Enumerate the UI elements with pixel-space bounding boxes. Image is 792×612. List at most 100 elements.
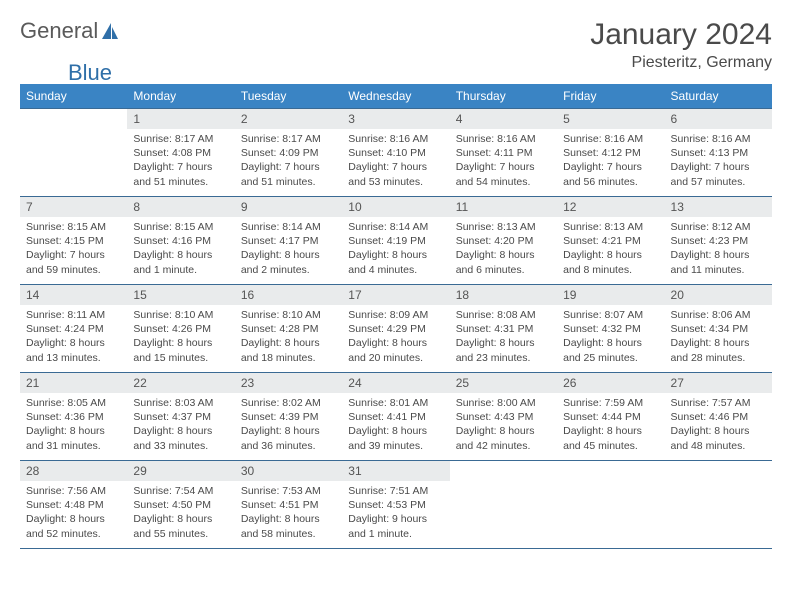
day-number: 23 [235,373,342,393]
day-data: Sunrise: 8:01 AMSunset: 4:41 PMDaylight:… [342,393,449,455]
day-data: Sunrise: 8:14 AMSunset: 4:19 PMDaylight:… [342,217,449,279]
calendar-day-cell: 19Sunrise: 8:07 AMSunset: 4:32 PMDayligh… [557,285,664,373]
day-number: 2 [235,109,342,129]
day-number: 10 [342,197,449,217]
calendar-day-cell: 7Sunrise: 8:15 AMSunset: 4:15 PMDaylight… [20,197,127,285]
calendar-empty-cell [20,109,127,197]
day-number: 6 [665,109,772,129]
day-data: Sunrise: 8:11 AMSunset: 4:24 PMDaylight:… [20,305,127,367]
weekday-header-row: SundayMondayTuesdayWednesdayThursdayFrid… [20,84,772,109]
weekday-header: Wednesday [342,84,449,109]
day-number: 29 [127,461,234,481]
calendar-day-cell: 13Sunrise: 8:12 AMSunset: 4:23 PMDayligh… [665,197,772,285]
day-number: 26 [557,373,664,393]
calendar-day-cell: 18Sunrise: 8:08 AMSunset: 4:31 PMDayligh… [450,285,557,373]
day-data: Sunrise: 7:51 AMSunset: 4:53 PMDaylight:… [342,481,449,543]
calendar-day-cell: 24Sunrise: 8:01 AMSunset: 4:41 PMDayligh… [342,373,449,461]
day-number: 25 [450,373,557,393]
day-number: 18 [450,285,557,305]
day-data: Sunrise: 7:54 AMSunset: 4:50 PMDaylight:… [127,481,234,543]
calendar-day-cell: 10Sunrise: 8:14 AMSunset: 4:19 PMDayligh… [342,197,449,285]
calendar-day-cell: 5Sunrise: 8:16 AMSunset: 4:12 PMDaylight… [557,109,664,197]
calendar-week-row: 1Sunrise: 8:17 AMSunset: 4:08 PMDaylight… [20,109,772,197]
calendar-week-row: 21Sunrise: 8:05 AMSunset: 4:36 PMDayligh… [20,373,772,461]
day-number: 1 [127,109,234,129]
calendar-day-cell: 22Sunrise: 8:03 AMSunset: 4:37 PMDayligh… [127,373,234,461]
calendar-day-cell: 30Sunrise: 7:53 AMSunset: 4:51 PMDayligh… [235,461,342,549]
calendar-day-cell: 11Sunrise: 8:13 AMSunset: 4:20 PMDayligh… [450,197,557,285]
day-data: Sunrise: 8:03 AMSunset: 4:37 PMDaylight:… [127,393,234,455]
day-number: 28 [20,461,127,481]
brand-part2: Blue [68,60,112,85]
calendar-day-cell: 29Sunrise: 7:54 AMSunset: 4:50 PMDayligh… [127,461,234,549]
day-data: Sunrise: 8:17 AMSunset: 4:08 PMDaylight:… [127,129,234,191]
calendar-table: SundayMondayTuesdayWednesdayThursdayFrid… [20,84,772,549]
calendar-day-cell: 16Sunrise: 8:10 AMSunset: 4:28 PMDayligh… [235,285,342,373]
calendar-day-cell: 12Sunrise: 8:13 AMSunset: 4:21 PMDayligh… [557,197,664,285]
calendar-day-cell: 6Sunrise: 8:16 AMSunset: 4:13 PMDaylight… [665,109,772,197]
brand-logo: General [20,18,120,44]
day-number: 19 [557,285,664,305]
day-data: Sunrise: 8:14 AMSunset: 4:17 PMDaylight:… [235,217,342,279]
day-number: 14 [20,285,127,305]
day-number: 22 [127,373,234,393]
weekday-header: Friday [557,84,664,109]
location-subtitle: Piesteritz, Germany [590,54,772,72]
day-number: 11 [450,197,557,217]
calendar-day-cell: 3Sunrise: 8:16 AMSunset: 4:10 PMDaylight… [342,109,449,197]
day-data: Sunrise: 8:12 AMSunset: 4:23 PMDaylight:… [665,217,772,279]
day-number: 16 [235,285,342,305]
day-data: Sunrise: 7:56 AMSunset: 4:48 PMDaylight:… [20,481,127,543]
day-data: Sunrise: 8:10 AMSunset: 4:28 PMDaylight:… [235,305,342,367]
day-number: 17 [342,285,449,305]
calendar-day-cell: 31Sunrise: 7:51 AMSunset: 4:53 PMDayligh… [342,461,449,549]
brand-part1: General [20,18,98,44]
calendar-week-row: 14Sunrise: 8:11 AMSunset: 4:24 PMDayligh… [20,285,772,373]
calendar-day-cell: 14Sunrise: 8:11 AMSunset: 4:24 PMDayligh… [20,285,127,373]
calendar-day-cell: 26Sunrise: 7:59 AMSunset: 4:44 PMDayligh… [557,373,664,461]
day-data: Sunrise: 8:13 AMSunset: 4:21 PMDaylight:… [557,217,664,279]
weekday-header: Sunday [20,84,127,109]
day-number: 8 [127,197,234,217]
calendar-empty-cell [557,461,664,549]
day-data: Sunrise: 7:57 AMSunset: 4:46 PMDaylight:… [665,393,772,455]
day-data: Sunrise: 8:13 AMSunset: 4:20 PMDaylight:… [450,217,557,279]
calendar-day-cell: 27Sunrise: 7:57 AMSunset: 4:46 PMDayligh… [665,373,772,461]
day-data: Sunrise: 7:53 AMSunset: 4:51 PMDaylight:… [235,481,342,543]
day-number: 15 [127,285,234,305]
day-number: 13 [665,197,772,217]
day-number: 24 [342,373,449,393]
day-data: Sunrise: 8:00 AMSunset: 4:43 PMDaylight:… [450,393,557,455]
day-data: Sunrise: 8:16 AMSunset: 4:10 PMDaylight:… [342,129,449,191]
day-number: 7 [20,197,127,217]
calendar-day-cell: 8Sunrise: 8:15 AMSunset: 4:16 PMDaylight… [127,197,234,285]
day-data: Sunrise: 8:05 AMSunset: 4:36 PMDaylight:… [20,393,127,455]
calendar-week-row: 7Sunrise: 8:15 AMSunset: 4:15 PMDaylight… [20,197,772,285]
weekday-header: Saturday [665,84,772,109]
day-data: Sunrise: 8:02 AMSunset: 4:39 PMDaylight:… [235,393,342,455]
weekday-header: Thursday [450,84,557,109]
day-data: Sunrise: 8:06 AMSunset: 4:34 PMDaylight:… [665,305,772,367]
calendar-day-cell: 15Sunrise: 8:10 AMSunset: 4:26 PMDayligh… [127,285,234,373]
day-data: Sunrise: 8:16 AMSunset: 4:11 PMDaylight:… [450,129,557,191]
calendar-empty-cell [665,461,772,549]
day-number: 4 [450,109,557,129]
day-number: 30 [235,461,342,481]
calendar-empty-cell [450,461,557,549]
calendar-day-cell: 4Sunrise: 8:16 AMSunset: 4:11 PMDaylight… [450,109,557,197]
calendar-day-cell: 25Sunrise: 8:00 AMSunset: 4:43 PMDayligh… [450,373,557,461]
day-number: 5 [557,109,664,129]
day-data: Sunrise: 8:10 AMSunset: 4:26 PMDaylight:… [127,305,234,367]
day-data: Sunrise: 8:07 AMSunset: 4:32 PMDaylight:… [557,305,664,367]
header: General January 2024 Piesteritz, Germany [20,18,772,72]
day-data: Sunrise: 8:17 AMSunset: 4:09 PMDaylight:… [235,129,342,191]
day-data: Sunrise: 7:59 AMSunset: 4:44 PMDaylight:… [557,393,664,455]
day-number: 27 [665,373,772,393]
calendar-day-cell: 21Sunrise: 8:05 AMSunset: 4:36 PMDayligh… [20,373,127,461]
day-data: Sunrise: 8:16 AMSunset: 4:12 PMDaylight:… [557,129,664,191]
weekday-header: Tuesday [235,84,342,109]
calendar-day-cell: 20Sunrise: 8:06 AMSunset: 4:34 PMDayligh… [665,285,772,373]
day-number: 21 [20,373,127,393]
day-data: Sunrise: 8:16 AMSunset: 4:13 PMDaylight:… [665,129,772,191]
day-number: 20 [665,285,772,305]
